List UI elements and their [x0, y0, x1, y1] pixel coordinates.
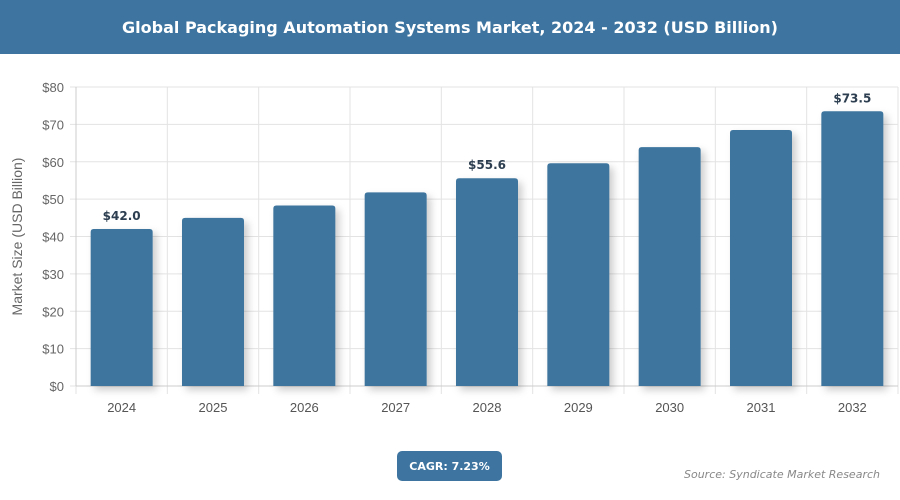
x-tick-label: 2024: [107, 400, 136, 415]
bar: [547, 163, 610, 386]
y-tick-label: $40: [42, 230, 64, 245]
bar: [821, 111, 884, 386]
x-tick-label: 2032: [838, 400, 867, 415]
y-tick-label: $70: [42, 117, 64, 132]
y-tick-label: $20: [42, 304, 64, 319]
y-tick-label: $10: [42, 342, 64, 357]
x-tick-label: 2028: [473, 400, 502, 415]
x-tick-label: 2027: [381, 400, 410, 415]
x-tick-label: 2025: [199, 400, 228, 415]
bar: [456, 178, 518, 386]
y-tick-label: $80: [42, 80, 64, 95]
bar: [638, 147, 701, 386]
x-tick-label: 2029: [564, 400, 593, 415]
bar: [182, 217, 244, 386]
bar: [364, 192, 427, 386]
source-note: Source: Syndicate Market Research: [684, 468, 880, 481]
y-tick-label: $30: [42, 267, 64, 282]
x-tick-label: 2030: [655, 400, 684, 415]
y-tick-label: $50: [42, 192, 64, 207]
cagr-badge: CAGR: 7.23%: [397, 451, 502, 481]
data-label: $55.6: [468, 158, 506, 172]
y-axis-title: Market Size (USD Billion): [9, 158, 25, 316]
y-tick-label: $0: [50, 379, 64, 394]
data-label: $42.0: [103, 209, 141, 223]
chart-title: Global Packaging Automation Systems Mark…: [0, 0, 900, 54]
bar: [90, 229, 153, 386]
bar-chart: $0 $10 $20 $30 $40 $50 $60 $70 $80 2024 $42.0 2025 2…: [9, 80, 899, 415]
bar: [730, 129, 792, 386]
x-tick-label: 2026: [290, 400, 319, 415]
y-tick-label: $60: [42, 155, 64, 170]
data-label: $73.5: [833, 91, 871, 105]
bar: [273, 205, 336, 386]
x-tick-label: 2031: [747, 400, 776, 415]
